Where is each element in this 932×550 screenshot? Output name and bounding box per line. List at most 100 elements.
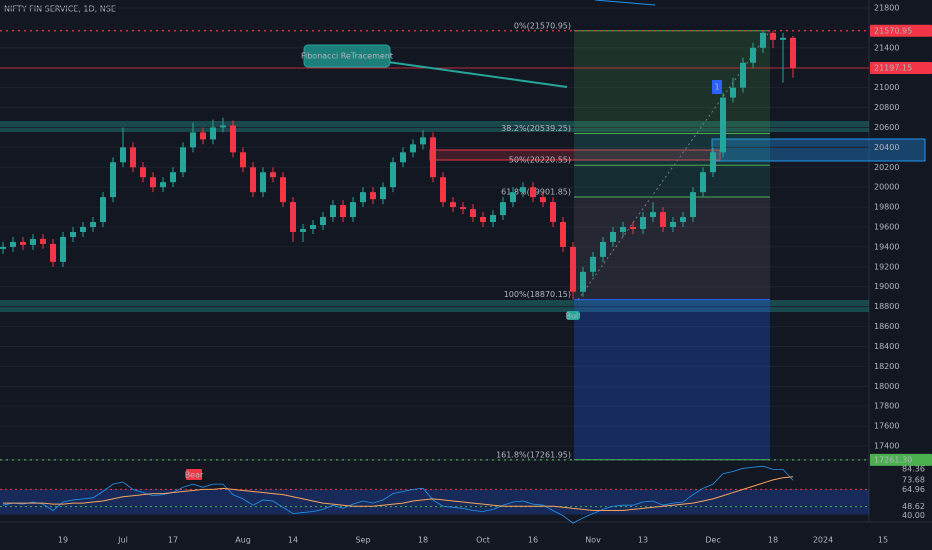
rsi-tick-label: 48.62 [902, 502, 925, 511]
y-tick-label: 20600 [874, 123, 899, 132]
candle-body [490, 215, 496, 223]
candle-body [730, 87, 736, 98]
candle-body [140, 167, 146, 178]
candle-body [190, 132, 196, 148]
candle-body [790, 37, 796, 68]
candle-body [750, 47, 756, 63]
candle-body [430, 137, 436, 178]
candle-body [520, 187, 526, 193]
x-tick-label: 15 [878, 536, 888, 545]
fib-zone [574, 299, 770, 460]
x-tick-label: Nov [585, 536, 601, 545]
fib-label: 100%(18870.15) [504, 290, 571, 299]
fib-label: 161.8%(17261.95) [496, 450, 571, 459]
candle-body [530, 187, 536, 198]
rsi-line [2, 465, 794, 524]
candle-body [80, 227, 86, 232]
y-tick-label: 21400 [874, 43, 899, 52]
rsi-band [0, 489, 869, 515]
y-tick-label: 20800 [874, 103, 899, 112]
candle-body [180, 147, 186, 173]
candle-body [130, 147, 136, 168]
candle-body [700, 172, 706, 193]
bear-text: Bear [185, 471, 204, 480]
candle-body [510, 192, 516, 203]
candle-body [690, 192, 696, 218]
candle-body [160, 182, 166, 188]
candle-body [230, 125, 236, 153]
candle-body [760, 32, 766, 48]
candle-body [650, 212, 656, 218]
candle-body [480, 217, 486, 223]
candle-body [770, 32, 776, 40]
fib-label: 0%(21570.95) [514, 21, 571, 30]
trend-line [594, 0, 656, 6]
candle-body [50, 243, 56, 262]
x-tick-label: 16 [528, 536, 538, 545]
candle-body [240, 152, 246, 168]
y-tick-label: 21000 [874, 83, 899, 92]
candle-body [590, 256, 596, 272]
y-tick-label: 19600 [874, 223, 899, 232]
candle-body [210, 127, 216, 140]
x-tick-label: Aug [235, 536, 251, 545]
support-zone [0, 300, 869, 312]
candle-body [10, 241, 16, 247]
candle-body [40, 238, 46, 244]
fib-zone [574, 165, 770, 197]
x-tick-label: 19 [58, 536, 68, 545]
x-tick-label: Oct [476, 536, 490, 545]
candle-body [570, 246, 576, 292]
candle-body [340, 205, 346, 218]
fib-zone [574, 133, 770, 166]
candle-body [200, 132, 206, 140]
y-tick-label: 18800 [874, 302, 899, 311]
y-tick-label: 18600 [874, 322, 899, 331]
fib-label: 50%(20220.55) [509, 156, 571, 165]
x-tick-label: 17 [168, 536, 178, 545]
candle-body [60, 236, 66, 262]
price-tag-label: 17261.30 [874, 455, 912, 464]
x-tick-label: Sep [355, 536, 370, 545]
candle-body [70, 231, 76, 237]
fib-trend [577, 30, 771, 300]
candle-body [470, 209, 476, 218]
annotation-box [303, 44, 391, 68]
candle-body [390, 162, 396, 188]
x-tick-label: 13 [638, 536, 648, 545]
x-tick-label: 18 [418, 536, 428, 545]
wave-label [712, 80, 722, 94]
y-tick-label: 19200 [874, 262, 899, 271]
fib-label: 38.2%(20539.25) [501, 124, 571, 133]
candle-body [100, 197, 106, 223]
rsi-tick-label: 40.00 [902, 511, 925, 520]
candle-body [0, 246, 6, 249]
candle-body [710, 152, 716, 173]
candle-body [780, 37, 786, 40]
candle-body [290, 202, 296, 232]
y-tick-label: 20000 [874, 183, 899, 192]
y-tick-label: 19800 [874, 203, 899, 212]
y-tick-label: 20200 [874, 163, 899, 172]
price-tag [870, 24, 932, 37]
candle-body [120, 147, 126, 163]
candle-body [90, 222, 96, 228]
candle-body [370, 192, 376, 200]
candle-body [540, 197, 546, 203]
bull-label [567, 311, 579, 320]
candle-body [580, 271, 586, 292]
fib-zone [574, 196, 770, 300]
candle-body [620, 227, 626, 232]
candle-body [350, 202, 356, 218]
candle-body [400, 152, 406, 163]
fib-zone [574, 30, 770, 134]
candle-body [720, 97, 726, 153]
chart-title: NIFTY FIN SERVICE, 1D, NSE [4, 5, 116, 14]
x-tick-label: 18 [768, 536, 778, 545]
rsi-tick-label: 64.96 [902, 485, 925, 494]
bear-label [186, 469, 202, 480]
candle-body [630, 227, 636, 229]
candle-body [500, 202, 506, 216]
